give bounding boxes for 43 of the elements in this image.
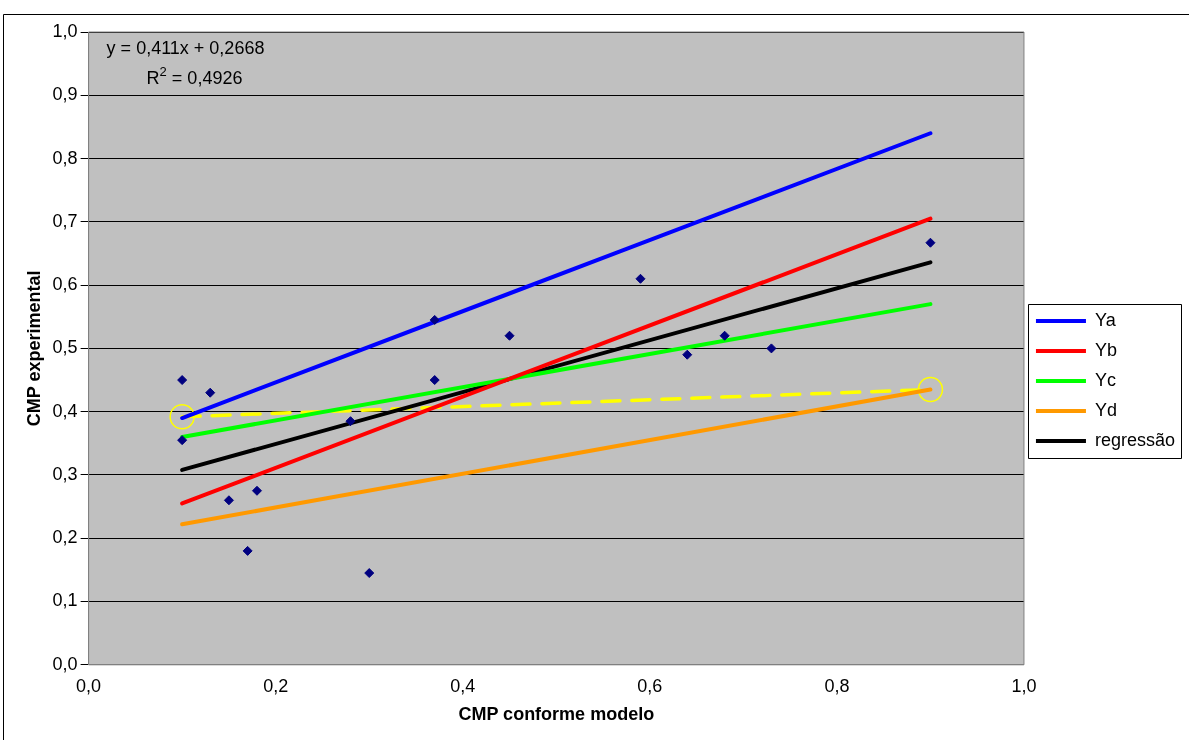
y-tick-label: 0,0: [52, 653, 78, 674]
legend-label: Yd: [1094, 399, 1117, 420]
y-tick-label: 0,6: [52, 274, 78, 295]
y-tick-label: 0,7: [52, 210, 78, 231]
legend-label: Yc: [1094, 369, 1116, 390]
point: [504, 330, 515, 341]
point: [766, 343, 777, 354]
x-tick-label: 0,4: [450, 675, 476, 696]
x-tick-label: 0,6: [637, 675, 663, 696]
point: [917, 376, 944, 403]
legend-label: Yb: [1094, 339, 1117, 360]
y-axis-title: CMP experimental: [23, 270, 44, 427]
legend-label: regressão: [1094, 429, 1175, 450]
y-tick-label: 0,1: [52, 590, 78, 611]
legend-label: Ya: [1094, 309, 1117, 330]
x-tick-label: 0,0: [76, 675, 102, 696]
point: [169, 403, 195, 430]
x-tick-label: 1,0: [1011, 675, 1037, 696]
y-tick-label: 1,0: [52, 20, 78, 41]
y-tick-label: 0,8: [52, 147, 78, 168]
point: [719, 330, 730, 341]
y-tick-label: 0,3: [52, 463, 78, 484]
point: [223, 495, 234, 506]
y-tick-label: 0,2: [52, 527, 78, 548]
x-axis-title: CMP conforme modelo: [458, 704, 655, 725]
point: [177, 375, 188, 386]
point: [345, 416, 356, 427]
point: [177, 435, 188, 446]
y-tick-label: 0,5: [52, 337, 78, 358]
point: [682, 349, 693, 360]
point: [364, 568, 375, 579]
y-tick-label: 0,4: [52, 400, 78, 421]
x-tick-label: 0,8: [824, 675, 850, 696]
point: [205, 387, 216, 398]
y-tick-label: 0,9: [52, 84, 78, 105]
x-tick-label: 0,2: [263, 675, 289, 696]
point: [251, 485, 262, 496]
point: [635, 273, 646, 284]
point: [925, 237, 936, 248]
point: [429, 375, 440, 386]
point: [429, 314, 440, 325]
annotation: y = 0,411x + 0,2668: [106, 38, 265, 58]
point: [242, 545, 253, 556]
